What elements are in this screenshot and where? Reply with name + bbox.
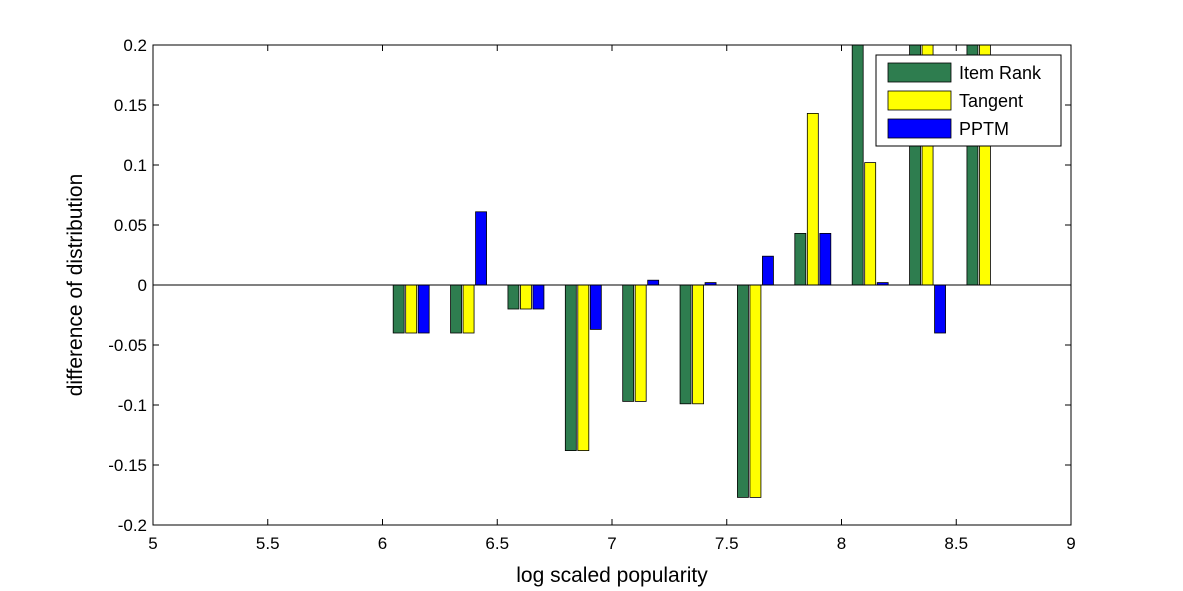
bar-tangent-1: [462, 284, 475, 334]
x-tick-label: 8.5: [944, 534, 968, 553]
y-tick-label: 0: [138, 276, 147, 295]
x-tick-label: 6.5: [485, 534, 509, 553]
bar-item-rank-7: [794, 232, 807, 286]
bar-item-rank-3: [564, 284, 577, 452]
bar-tangent-5: [692, 284, 704, 405]
bar-pptm-0: [417, 284, 430, 334]
x-tick-label: 6: [378, 534, 387, 553]
bars-layer: [392, 44, 991, 498]
ticks-layer: 5 5.5 6 6.5 7 7.5 8 8.5 9 -0.2 -0.15 -0.1 -0.05 0 0.05…: [108, 36, 1075, 553]
bar-tangent-4: [634, 284, 647, 402]
bar-pptm-2: [532, 284, 545, 310]
x-tick-label: 5.5: [256, 534, 280, 553]
bar-pptm-7: [819, 232, 832, 286]
y-tick-label: 0.05: [114, 216, 147, 235]
x-tick-label: 5: [148, 534, 157, 553]
y-tick-label: 0.1: [123, 156, 147, 175]
x-tick-label: 8: [837, 534, 846, 553]
x-tick-label: 7: [607, 534, 616, 553]
y-axis-label: difference of distribution: [64, 174, 87, 397]
y-tick-label: -0.15: [108, 456, 147, 475]
bar-tangent-3: [577, 284, 590, 452]
bar-item-rank-2: [507, 284, 520, 310]
y-tick-label: -0.05: [108, 336, 147, 355]
x-tick-label: 9: [1066, 534, 1075, 553]
legend: Item Rank Tangent PPTM: [875, 54, 1062, 147]
y-tick-label: 0.2: [123, 36, 147, 55]
legend-label-tangent: Tangent: [959, 91, 1023, 111]
bar-tangent-8: [864, 162, 877, 286]
legend-label-pptm: PPTM: [959, 119, 1009, 139]
bar-tangent-0: [405, 284, 418, 334]
bar-tangent-7: [806, 113, 819, 286]
bar-pptm-3: [589, 284, 602, 330]
legend-label-item-rank: Item Rank: [959, 63, 1042, 83]
bar-item-rank-5: [679, 284, 692, 405]
bar-item-rank-6: [737, 284, 749, 498]
legend-swatch-pptm: [887, 118, 952, 139]
bar-pptm-9: [934, 284, 946, 334]
legend-swatch-item-rank: [887, 62, 952, 83]
y-tick-label: -0.1: [118, 396, 147, 415]
bar-pptm-1: [475, 211, 487, 286]
bar-tangent-6: [749, 284, 762, 498]
x-tick-label: 7.5: [715, 534, 739, 553]
bar-pptm-6: [762, 255, 774, 286]
bar-pptm-4: [647, 279, 660, 286]
bar-tangent-2: [520, 284, 532, 310]
legend-swatch-tangent: [887, 90, 952, 111]
bar-item-rank-1: [450, 284, 462, 334]
bar-item-rank-4: [622, 284, 635, 402]
x-axis-label: log scaled popularity: [516, 564, 708, 587]
y-tick-label: -0.2: [118, 516, 147, 535]
bar-item-rank-0: [392, 284, 405, 334]
bar-item-rank-8: [851, 44, 864, 286]
y-tick-label: 0.15: [114, 96, 147, 115]
